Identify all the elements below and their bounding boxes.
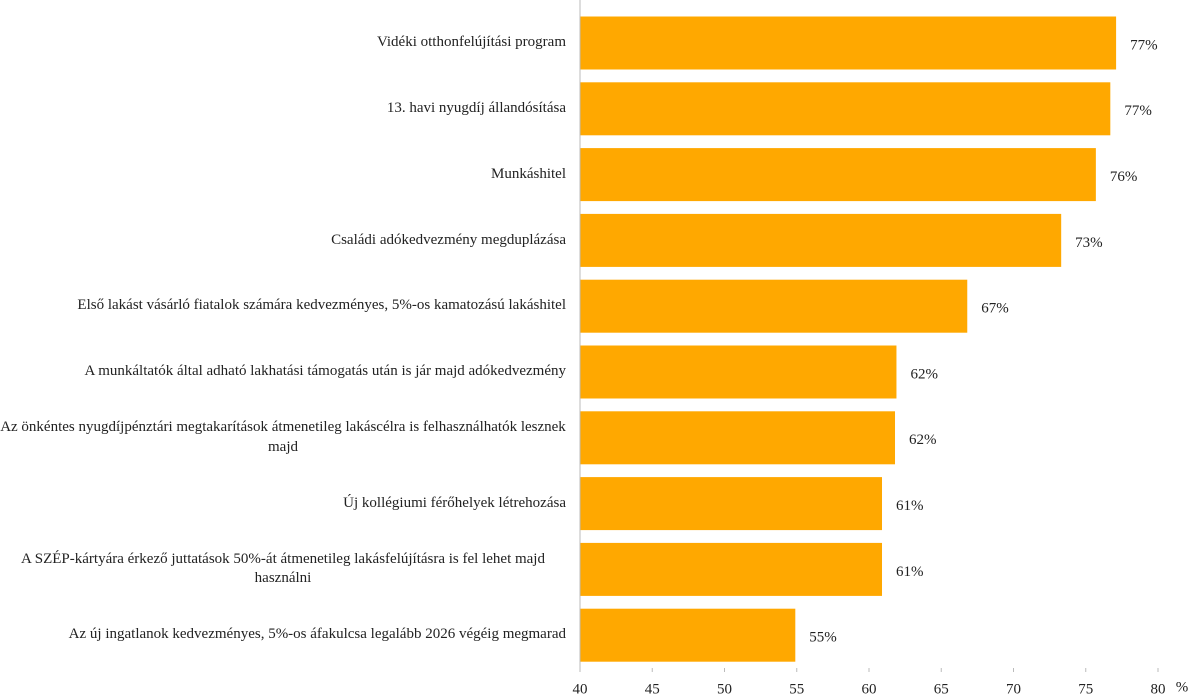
value-label: 77% — [1130, 37, 1158, 53]
bar — [580, 411, 896, 465]
category-label-box: Az önkéntes nyugdíjpénztári megtakarítás… — [0, 408, 566, 468]
value-label: 73% — [1075, 235, 1103, 251]
bar — [580, 279, 968, 333]
category-label: Az önkéntes nyugdíjpénztári megtakarítás… — [0, 419, 566, 455]
category-label-box: Családi adókedvezmény megduplázása — [0, 210, 566, 270]
category-label-box: Új kollégiumi férőhelyek létrehozása — [0, 474, 566, 534]
x-tick-label: 55 — [789, 681, 804, 697]
category-label-box: Munkáshitel — [0, 145, 566, 205]
bar — [580, 82, 1111, 136]
bar — [580, 608, 796, 662]
value-label: 62% — [910, 366, 938, 382]
bar — [580, 542, 883, 596]
category-label-box: Vidéki otthonfelújítási program — [0, 13, 566, 73]
value-label: 55% — [809, 630, 837, 646]
value-label: 77% — [1124, 103, 1152, 119]
category-label: Családi adókedvezmény megduplázása — [331, 231, 566, 248]
category-label: Első lakást vásárló fiatalok számára ked… — [77, 297, 566, 314]
category-label: A munkáltatók által adható lakhatási tám… — [84, 363, 566, 380]
x-tick-label: 50 — [717, 681, 732, 697]
category-label-box: Első lakást vásárló fiatalok számára ked… — [0, 276, 566, 336]
value-label: 76% — [1110, 169, 1138, 185]
x-tick-label: 45 — [645, 681, 660, 697]
bar — [580, 345, 897, 399]
bar — [580, 213, 1062, 267]
category-label-box: A SZÉP-kártyára érkező juttatások 50%-át… — [0, 539, 566, 599]
x-tick-label: 65 — [934, 681, 949, 697]
category-label: Vidéki otthonfelújítási program — [376, 34, 566, 51]
bar — [580, 16, 1117, 70]
category-label: Munkáshitel — [491, 165, 566, 182]
x-tick-label: 70 — [1006, 681, 1021, 697]
x-tick-label: 80 — [1151, 681, 1166, 697]
x-tick-label: 75 — [1078, 681, 1093, 697]
category-label: Új kollégiumi férőhelyek létrehozása — [343, 494, 566, 511]
x-tick-label: 60 — [862, 681, 877, 697]
value-label: 61% — [896, 564, 924, 580]
value-label: 67% — [981, 301, 1009, 317]
category-label: Az új ingatlanok kedvezményes, 5%-os áfa… — [68, 626, 566, 643]
x-unit-label: % — [1176, 679, 1189, 695]
category-label-box: 13. havi nyugdíj állandósítása — [0, 79, 566, 139]
x-tick-label: 40 — [573, 681, 588, 697]
category-label-box: A munkáltatók által adható lakhatási tám… — [0, 342, 566, 402]
value-label: 62% — [909, 432, 937, 448]
category-label-box: Az új ingatlanok kedvezményes, 5%-os áfa… — [0, 605, 566, 665]
value-label: 61% — [896, 498, 924, 514]
category-label: A SZÉP-kártyára érkező juttatások 50%-át… — [21, 550, 545, 587]
bar — [580, 148, 1096, 202]
category-label: 13. havi nyugdíj állandósítása — [386, 100, 566, 117]
bar — [580, 477, 883, 531]
